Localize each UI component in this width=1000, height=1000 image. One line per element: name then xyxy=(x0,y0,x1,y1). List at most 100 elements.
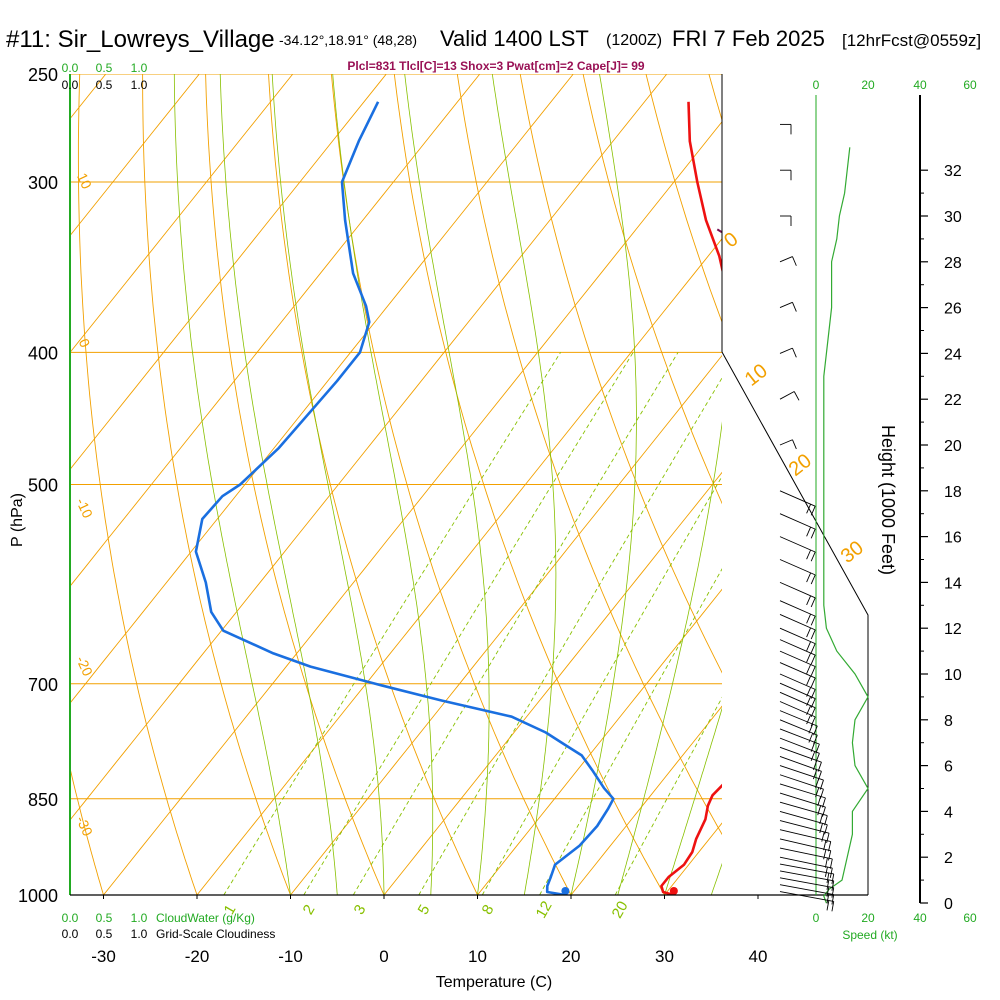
wind-barb xyxy=(779,490,816,516)
wind-barb-flag xyxy=(821,831,825,842)
height-tick-label: 26 xyxy=(944,301,962,318)
height-tick-label: 0 xyxy=(944,896,953,913)
wind-barb-shaft xyxy=(779,838,831,852)
temperature-tick-label: -30 xyxy=(91,947,116,966)
wind-barb xyxy=(779,863,835,884)
speed-tick-bottom: 20 xyxy=(861,911,875,925)
wind-barb-flag xyxy=(806,613,812,624)
wind-barb-flag xyxy=(810,751,816,761)
speed-tick-top: 40 xyxy=(913,78,927,92)
speed-tick-top: 20 xyxy=(861,78,875,92)
temperature-tick-label: 40 xyxy=(749,947,768,966)
cloudiness-scale-bottom: 0.0 xyxy=(62,927,79,941)
mixing-ratio-label: 20 xyxy=(609,898,632,921)
wind-barb-shaft xyxy=(779,746,822,763)
wind-barb-flag xyxy=(826,833,830,843)
height-tick-label: 4 xyxy=(944,804,953,821)
speed-tick-bottom: 60 xyxy=(963,911,977,925)
isotherm-label: 10 xyxy=(741,360,772,391)
height-tick-label: 30 xyxy=(944,209,962,226)
wind-barb-flag xyxy=(817,771,822,781)
isotherm-line xyxy=(0,74,12,895)
wind-barb-shaft xyxy=(779,347,793,354)
y-axis-title: P (hPa) xyxy=(9,493,26,547)
cloudwater-scale-bottom: 1.0 xyxy=(131,911,148,925)
wind-barb xyxy=(779,682,816,708)
wind-barb-flag xyxy=(826,886,830,897)
isotherm-label: -10 xyxy=(73,495,96,520)
wind-barb-flag xyxy=(812,769,818,780)
wind-barb xyxy=(779,301,797,312)
parcel-line xyxy=(716,228,722,234)
wind-barb-flag xyxy=(792,347,797,358)
wind-barb-shaft xyxy=(779,863,834,875)
wind-barb-shaft xyxy=(779,728,820,745)
height-tick-label: 28 xyxy=(944,255,962,272)
pressure-tick-label: 1000 xyxy=(18,886,58,906)
cloudiness-scale-top: 0.5 xyxy=(96,78,113,92)
wind-barb-flag xyxy=(806,641,812,651)
wind-barb-flag xyxy=(815,787,820,798)
temperature-tick-label: 30 xyxy=(655,947,674,966)
wind-barb-flag xyxy=(806,687,812,697)
mixing-ratio-label: 12 xyxy=(533,898,556,921)
wind-barb-shaft xyxy=(779,774,824,790)
wind-barb xyxy=(779,600,816,626)
moist-adiabat xyxy=(491,74,557,895)
wind-barb xyxy=(779,877,835,898)
wind-barb xyxy=(779,870,835,891)
speed-tick-top: 60 xyxy=(963,78,977,92)
wind-barb-flag xyxy=(813,725,818,736)
isotherm-line xyxy=(852,74,1000,895)
isotherm-line xyxy=(70,74,294,354)
wind-barb xyxy=(779,756,822,781)
wind-barb-flag xyxy=(806,675,812,686)
wind-barb-shaft xyxy=(779,682,816,699)
pressure-tick-label: 250 xyxy=(28,65,58,85)
wind-barb-shaft xyxy=(779,801,828,817)
height-tick-label: 10 xyxy=(944,667,962,684)
temperature-tick-label: 0 xyxy=(379,947,388,966)
wind-barb-shaft xyxy=(779,884,834,896)
wind-barb-shaft xyxy=(779,559,816,576)
wind-barb-shaft xyxy=(779,614,816,631)
wind-barb-shaft xyxy=(779,650,816,667)
wind-barb-flag xyxy=(819,789,824,799)
isotherm-line xyxy=(70,74,387,471)
wind-barb-shaft xyxy=(779,701,816,718)
wind-barb-flag xyxy=(810,654,816,665)
height-axis-title: Height (1000 Feet) xyxy=(878,425,898,575)
wind-barb xyxy=(780,123,792,135)
wind-barb-flag xyxy=(822,806,826,817)
isotherm-line xyxy=(290,354,722,895)
height-tick-label: 24 xyxy=(944,346,962,363)
mixing-ratio-label: 5 xyxy=(415,902,434,918)
wind-barb-flag xyxy=(808,733,814,743)
cloudwater-scale-top: 0.0 xyxy=(62,61,79,75)
height-tick-label: 20 xyxy=(944,438,962,455)
wind-barb-flag xyxy=(806,504,812,514)
wind-barb-flag xyxy=(793,391,800,401)
height-tick-label: 16 xyxy=(944,530,962,547)
cloudiness-scale-bottom: 0.5 xyxy=(96,927,113,941)
pressure-tick-label: 850 xyxy=(28,790,58,810)
isotherm-label: 10 xyxy=(74,170,95,191)
wind-barb xyxy=(779,559,816,585)
isotherm-label: 30 xyxy=(837,537,868,568)
wind-barb xyxy=(779,719,818,745)
wind-barb xyxy=(779,701,816,727)
wind-barb xyxy=(779,627,816,653)
moist-adiabat xyxy=(271,74,385,895)
mixing-ratio-line xyxy=(614,696,722,895)
isotherm-label: 20 xyxy=(785,450,816,481)
wind-barb-flag xyxy=(828,850,832,861)
isotherm-line xyxy=(70,74,481,587)
cloudwater-scale-bottom: 0.5 xyxy=(96,911,113,925)
dry-adiabat xyxy=(582,74,722,505)
wind-barb-shaft xyxy=(779,256,793,263)
wind-barb-shaft xyxy=(779,810,828,826)
wind-barb xyxy=(779,820,830,843)
wind-barb xyxy=(780,215,792,226)
wind-barb xyxy=(779,581,816,608)
